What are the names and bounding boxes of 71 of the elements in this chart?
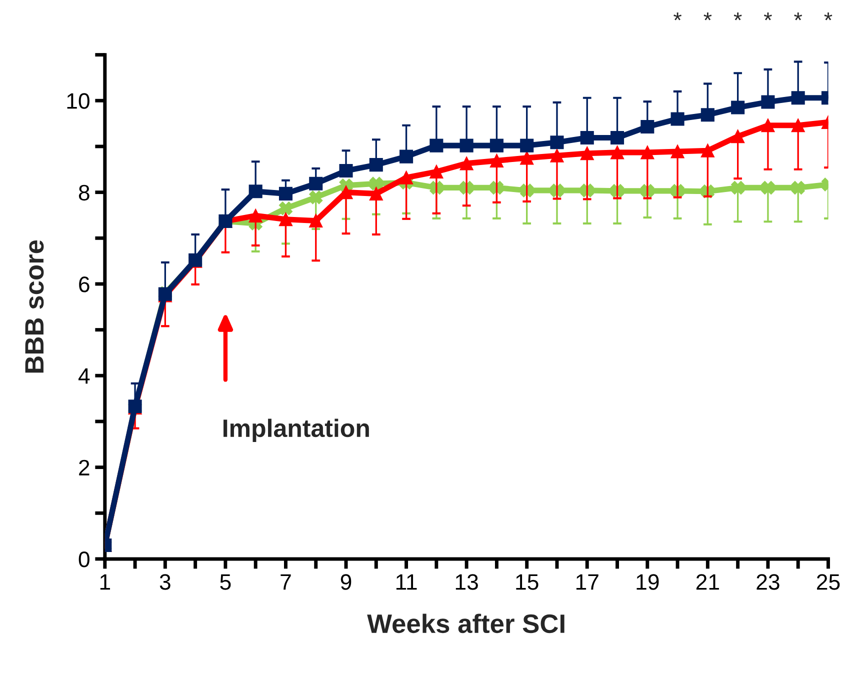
y-tick-label: 0: [78, 551, 90, 568]
x-tick-label: 3: [160, 574, 170, 590]
y-tick-label: 10: [67, 93, 90, 109]
text: *: [674, 12, 682, 20]
point: [278, 212, 293, 226]
point: [309, 214, 323, 228]
point: [731, 100, 745, 114]
y-tick-label: 2: [79, 460, 90, 476]
point: [339, 164, 353, 178]
point: [369, 158, 383, 172]
x-axis-title: Weeks after SCI: [367, 614, 564, 634]
point: [278, 202, 293, 216]
point: [520, 151, 534, 165]
point: [490, 138, 504, 152]
point: [490, 154, 504, 168]
x-tick-label: 11: [396, 574, 417, 590]
point: [761, 118, 775, 132]
x-tick-label: 25: [816, 574, 840, 590]
point: [430, 164, 444, 178]
point: [640, 120, 654, 134]
x-tick-label: 7: [280, 574, 291, 590]
x-tick-label: 23: [756, 574, 780, 590]
point: [700, 144, 714, 158]
point: [791, 118, 805, 132]
point: [248, 208, 262, 222]
point: [700, 108, 714, 122]
y-tick-label: 4: [78, 368, 90, 384]
point: [369, 176, 383, 190]
text: *: [794, 12, 802, 20]
point: [278, 186, 293, 200]
x-tick-label: 15: [516, 574, 538, 590]
x-tick-label: 5: [220, 574, 231, 590]
point: [610, 130, 624, 145]
x-tick-label: 17: [576, 574, 598, 590]
point: [460, 138, 474, 152]
point: [670, 112, 684, 126]
point: [550, 136, 564, 150]
point: [731, 130, 745, 144]
point: [580, 146, 594, 160]
point: [520, 138, 534, 152]
point: [400, 170, 414, 184]
x-tick-label: 21: [696, 574, 719, 590]
point: [309, 176, 323, 190]
point: [580, 130, 594, 145]
point: [460, 156, 474, 170]
point: [761, 180, 775, 194]
text: *: [734, 12, 742, 20]
point: [761, 95, 775, 109]
point: [369, 186, 383, 200]
point: [610, 146, 624, 160]
text: *: [704, 12, 712, 20]
text: *: [764, 12, 772, 20]
x-tick-label: 13: [456, 574, 478, 590]
text: *: [824, 12, 832, 20]
y-tick-label: 6: [79, 276, 90, 292]
annotation: Implantation: [224, 418, 369, 442]
point: [430, 138, 444, 152]
point: [791, 180, 805, 194]
point: [248, 184, 262, 198]
x-tick-label: 19: [636, 574, 659, 590]
x-tick-label: 9: [340, 574, 352, 590]
y-tick-label: 8: [78, 184, 90, 201]
point: [640, 146, 654, 160]
y-axis-title: BBB score: [25, 240, 44, 373]
point: [791, 91, 805, 105]
point: [309, 190, 323, 204]
point: [400, 150, 414, 164]
x-tick-label: 1: [100, 574, 110, 590]
point: [550, 148, 564, 162]
point: [670, 144, 684, 158]
point: [731, 180, 745, 194]
